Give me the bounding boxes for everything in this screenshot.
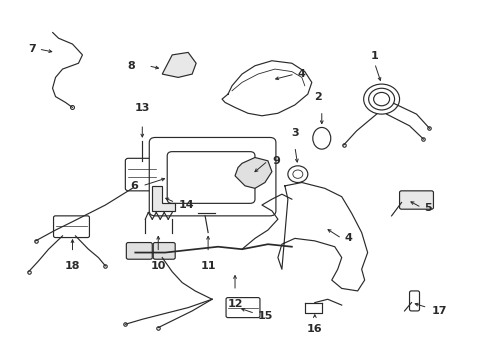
FancyBboxPatch shape — [126, 243, 152, 259]
Polygon shape — [162, 53, 196, 77]
FancyBboxPatch shape — [153, 243, 175, 259]
Text: 11: 11 — [200, 261, 215, 271]
Ellipse shape — [312, 127, 330, 149]
FancyBboxPatch shape — [53, 216, 89, 238]
FancyBboxPatch shape — [408, 291, 419, 311]
Text: 3: 3 — [290, 128, 298, 138]
Text: 14: 14 — [178, 200, 193, 210]
Text: 5: 5 — [424, 203, 431, 212]
Text: 9: 9 — [271, 156, 279, 166]
Text: 13: 13 — [134, 103, 150, 113]
Polygon shape — [152, 186, 175, 211]
Text: 16: 16 — [306, 324, 322, 334]
FancyBboxPatch shape — [399, 191, 432, 209]
Ellipse shape — [287, 166, 307, 183]
Text: 15: 15 — [258, 311, 273, 321]
Text: 6: 6 — [130, 181, 138, 191]
Polygon shape — [235, 157, 271, 188]
Text: 4: 4 — [297, 69, 305, 79]
FancyBboxPatch shape — [167, 152, 254, 203]
Text: 10: 10 — [150, 261, 165, 271]
FancyBboxPatch shape — [225, 298, 260, 318]
FancyBboxPatch shape — [125, 158, 159, 191]
Text: 7: 7 — [28, 44, 36, 54]
Text: 8: 8 — [127, 61, 135, 71]
Text: 1: 1 — [370, 51, 378, 61]
Text: 4: 4 — [344, 233, 352, 243]
Text: 18: 18 — [64, 261, 80, 271]
Text: 12: 12 — [227, 299, 242, 309]
Text: 2: 2 — [313, 93, 321, 103]
Ellipse shape — [292, 170, 302, 178]
FancyBboxPatch shape — [149, 138, 275, 216]
Text: 17: 17 — [430, 306, 446, 316]
